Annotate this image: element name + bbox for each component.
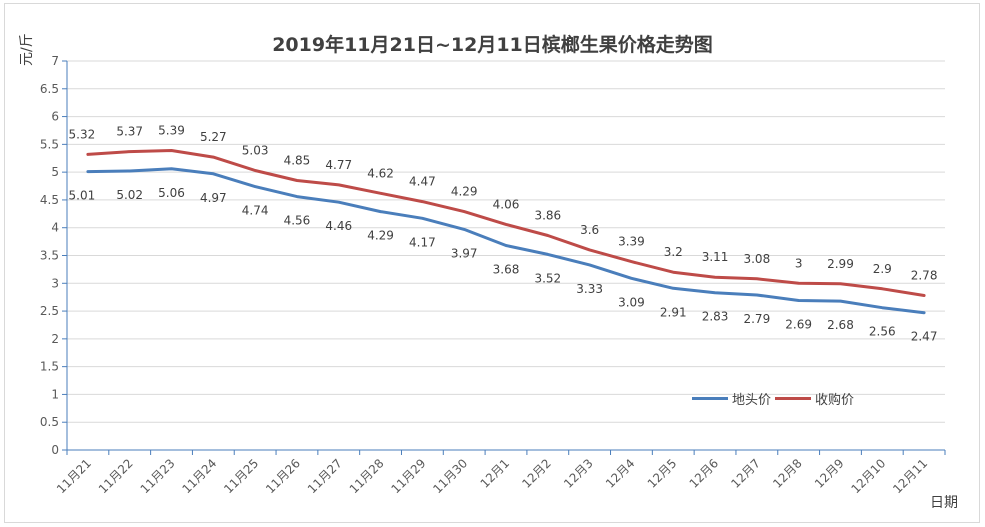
- y-axis-label: 元/斤: [19, 33, 35, 66]
- data-label-series-2: 2.78: [911, 269, 938, 283]
- chart-frame: [4, 3, 980, 523]
- data-label-series-1: 2.83: [702, 310, 729, 324]
- x-tick-label: 12月7: [728, 456, 763, 491]
- data-label-series-2: 4.47: [409, 175, 436, 189]
- x-axis-label: 日期: [930, 495, 958, 511]
- y-tick-label: 1: [51, 387, 59, 401]
- legend-item-series-1: 地头价: [692, 389, 771, 408]
- legend-swatch-series-1: [692, 397, 728, 400]
- y-tick-label: 2.5: [40, 304, 59, 318]
- gridlines: [67, 60, 945, 423]
- data-label-series-1: 2.91: [660, 305, 687, 319]
- series-line-1: [86, 167, 926, 315]
- data-labels: 5.01 5.02 5.06 4.97 4.74 4.56 4.46 4.29 4.17 3.97…: [69, 123, 938, 343]
- x-tick-label: 12月10: [848, 456, 888, 496]
- x-tick-label: 12月1: [478, 456, 513, 491]
- series-line-2: [86, 149, 926, 297]
- data-label-series-2: 5.32: [69, 127, 96, 141]
- y-tick-label: 4: [51, 221, 59, 235]
- x-tick-label: 12月8: [770, 456, 805, 491]
- x-tick-label: 11月22: [96, 456, 136, 496]
- x-tick-label: 12月3: [561, 456, 596, 491]
- data-label-series-2: 3.08: [743, 252, 770, 266]
- data-label-series-1: 5.02: [116, 188, 143, 202]
- y-tick-label: 5: [51, 165, 59, 179]
- data-label-series-2: 5.03: [242, 143, 269, 157]
- data-label-series-1: 2.69: [785, 318, 812, 332]
- legend-label-series-1: 地头价: [732, 393, 772, 408]
- x-tick-label: 11月26: [263, 456, 303, 496]
- data-label-series-1: 4.17: [409, 235, 436, 249]
- y-tick-label: 1.5: [40, 360, 59, 374]
- legend-swatch-series-2: [775, 397, 812, 400]
- x-tick-label: 11月24: [179, 456, 219, 496]
- data-label-series-2: 5.27: [200, 130, 227, 144]
- data-label-series-2: 3.6: [580, 223, 599, 237]
- y-tick-label: 6: [51, 110, 59, 124]
- y-tick-label: 6.5: [40, 82, 59, 96]
- y-tick-label: 5.5: [40, 137, 59, 151]
- data-label-series-2: 4.29: [451, 185, 478, 199]
- data-label-series-2: 2.9: [873, 262, 892, 276]
- data-label-series-1: 2.47: [911, 330, 938, 344]
- data-label-series-1: 5.06: [158, 186, 185, 200]
- data-label-series-1: 2.56: [869, 325, 896, 339]
- y-tick-labels: 0 0.5 1 1.5 2 2.5 3 3.5 4 4.5 5 5.5 6 6.5 7: [40, 54, 59, 457]
- x-tick-label: 11月25: [221, 456, 261, 496]
- y-tick-label: 7: [51, 54, 59, 68]
- legend-item-series-2: 收购价: [775, 389, 854, 408]
- data-label-series-1: 3.09: [618, 295, 645, 309]
- data-label-series-1: 4.29: [367, 229, 394, 243]
- y-tick-label: 3: [51, 276, 59, 290]
- y-tick-label: 3.5: [40, 249, 59, 263]
- y-tick-label: 2: [51, 332, 59, 346]
- data-label-series-2: 3: [795, 256, 803, 270]
- series-lines: [86, 149, 926, 315]
- data-label-series-2: 4.06: [493, 197, 520, 211]
- data-label-series-1: 2.68: [827, 318, 854, 332]
- data-label-series-2: 3.86: [534, 208, 561, 222]
- x-tick-label: 12月11: [890, 456, 930, 496]
- data-label-series-1: 3.97: [451, 246, 478, 260]
- y-tick-label: 0.5: [40, 415, 59, 429]
- x-tick-labels: 11月21 11月22 11月23 11月24 11月25 11月26 11月27 11月28…: [54, 456, 930, 496]
- data-label-series-1: 4.97: [200, 191, 227, 205]
- y-tick-label: 0: [51, 443, 59, 457]
- x-tick-label: 11月29: [389, 456, 429, 496]
- data-label-series-1: 4.74: [242, 204, 269, 218]
- x-tick-label: 11月23: [138, 456, 178, 496]
- x-tick-label: 11月30: [430, 456, 470, 496]
- axes: [62, 60, 946, 455]
- chart-title: 2019年11月21日~12月11日槟榔生果价格走势图: [272, 34, 713, 56]
- data-label-series-2: 4.85: [284, 153, 311, 167]
- x-tick-label: 12月6: [687, 456, 722, 491]
- x-tick-label: 12月4: [603, 456, 638, 491]
- x-tick-label: 12月9: [812, 456, 847, 491]
- data-label-series-1: 4.56: [284, 214, 311, 228]
- data-label-series-2: 2.99: [827, 257, 854, 271]
- data-label-series-2: 3.11: [702, 250, 729, 264]
- data-label-series-1: 3.52: [534, 271, 561, 285]
- x-tick-label: 12月5: [645, 456, 680, 491]
- data-label-series-2: 4.77: [325, 158, 352, 172]
- data-label-series-2: 4.62: [367, 166, 394, 180]
- x-tick-label: 12月2: [519, 456, 554, 491]
- data-label-series-1: 5.01: [69, 189, 96, 203]
- x-tick-label: 11月27: [305, 456, 345, 496]
- data-label-series-2: 5.37: [116, 125, 143, 139]
- legend-label-series-2: 收购价: [815, 393, 855, 408]
- x-tick-label: 11月28: [347, 456, 387, 496]
- x-tick-label: 11月21: [54, 456, 94, 496]
- data-label-series-1: 3.68: [493, 262, 520, 276]
- data-label-series-1: 2.79: [743, 312, 770, 326]
- data-label-series-1: 4.46: [325, 219, 352, 233]
- data-label-series-2: 5.39: [158, 123, 185, 137]
- data-label-series-2: 3.39: [618, 235, 645, 249]
- data-label-series-2: 3.2: [664, 245, 683, 259]
- legend: 地头价 收购价: [692, 389, 854, 408]
- data-label-series-1: 3.33: [576, 282, 603, 296]
- y-tick-label: 4.5: [40, 193, 59, 207]
